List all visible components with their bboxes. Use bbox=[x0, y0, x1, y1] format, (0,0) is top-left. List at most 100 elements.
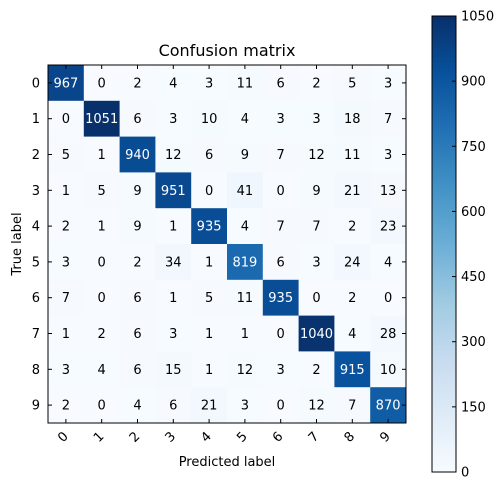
matrix-cell bbox=[191, 172, 228, 209]
cell-value-label: 0 bbox=[384, 291, 392, 306]
cell-value-label: 0 bbox=[277, 327, 285, 342]
cell-value-label: 3 bbox=[169, 112, 177, 127]
cell-value-label: 3 bbox=[312, 112, 320, 127]
cell-value-label: 4 bbox=[241, 220, 249, 235]
y-tick-label: 2 bbox=[32, 148, 40, 163]
cell-value-label: 5 bbox=[62, 148, 70, 163]
matrix-cell bbox=[262, 387, 300, 424]
matrix-cell bbox=[298, 208, 335, 245]
matrix-cell bbox=[83, 100, 121, 138]
matrix-cell bbox=[227, 172, 264, 209]
matrix-cell bbox=[119, 172, 156, 209]
cell-value-label: 21 bbox=[344, 184, 361, 199]
cell-value-label: 915 bbox=[340, 363, 365, 378]
cell-value-label: 870 bbox=[376, 399, 401, 414]
matrix-cell bbox=[119, 315, 156, 352]
x-axis-label: Predicted label bbox=[179, 455, 276, 470]
matrix-cell bbox=[83, 387, 121, 424]
matrix-cell bbox=[370, 65, 407, 102]
chart-title: Confusion matrix bbox=[159, 41, 296, 60]
y-tick-label: 4 bbox=[32, 220, 40, 235]
matrix-cell bbox=[262, 279, 300, 317]
cell-value-label: 12 bbox=[165, 148, 182, 163]
cell-value-label: 1 bbox=[98, 220, 106, 235]
matrix-cell bbox=[48, 244, 85, 281]
cell-value-label: 0 bbox=[205, 184, 213, 199]
cell-value-label: 1 bbox=[205, 363, 213, 378]
cell-value-label: 4 bbox=[241, 112, 249, 127]
cell-value-label: 6 bbox=[133, 291, 141, 306]
matrix-cell bbox=[262, 244, 300, 281]
matrix-cell bbox=[262, 208, 300, 245]
cell-value-label: 4 bbox=[133, 399, 141, 414]
matrix-cell bbox=[334, 65, 371, 102]
cell-value-label: 12 bbox=[308, 399, 325, 414]
matrix-cell bbox=[155, 136, 192, 173]
cell-value-label: 3 bbox=[312, 255, 320, 270]
y-tick-label: 8 bbox=[32, 363, 40, 378]
matrix-cell bbox=[227, 208, 264, 245]
matrix-cell bbox=[370, 387, 407, 424]
cell-value-label: 1 bbox=[62, 184, 70, 199]
matrix-cell bbox=[334, 100, 371, 138]
plot-frame bbox=[47, 64, 407, 424]
cell-value-label: 2 bbox=[62, 220, 70, 235]
cell-value-label: 1051 bbox=[85, 112, 118, 127]
cell-value-label: 9 bbox=[133, 220, 141, 235]
matrix-cell bbox=[48, 65, 85, 102]
matrix-cell bbox=[370, 100, 407, 138]
cell-value-label: 935 bbox=[268, 291, 293, 306]
cell-value-label: 967 bbox=[53, 76, 78, 91]
matrix-cell bbox=[227, 136, 264, 173]
cell-value-label: 1 bbox=[205, 327, 213, 342]
cell-value-label: 3 bbox=[277, 363, 285, 378]
cell-value-label: 34 bbox=[165, 255, 182, 270]
y-tick-label: 1 bbox=[32, 112, 40, 127]
matrix-cell bbox=[227, 315, 264, 352]
matrix-cell bbox=[83, 279, 121, 317]
matrix-cell bbox=[191, 100, 228, 138]
matrix-cell bbox=[191, 279, 228, 317]
matrix-cell bbox=[191, 315, 228, 352]
cell-value-label: 0 bbox=[98, 291, 106, 306]
matrix-cell bbox=[83, 351, 121, 388]
cell-value-label: 1 bbox=[62, 327, 70, 342]
cell-value-label: 15 bbox=[165, 363, 182, 378]
cell-value-label: 6 bbox=[277, 76, 285, 91]
matrix-cell bbox=[191, 244, 228, 281]
colorbar: 0 150 300 450 600 750 900 1050 bbox=[431, 10, 494, 481]
matrix-cell bbox=[298, 65, 335, 102]
matrix-cell bbox=[227, 100, 264, 138]
y-tick-label: 6 bbox=[32, 291, 40, 306]
matrix-cell bbox=[155, 315, 192, 352]
matrix-cell bbox=[298, 387, 335, 424]
cell-value-label: 2 bbox=[348, 220, 356, 235]
cell-value-label: 6 bbox=[169, 399, 177, 414]
matrix-cell bbox=[370, 315, 407, 352]
matrix-cell-labels: 967 0 2 4 3 11 6 2 5 30 1051 6 3 10 4 3 3 18 75 1 940 12 6 9 7 12… bbox=[53, 76, 400, 413]
y-tick-label: 9 bbox=[32, 399, 40, 414]
matrix-cell bbox=[191, 351, 228, 388]
colorbar-tick-label: 300 bbox=[461, 335, 486, 350]
matrix-cell bbox=[119, 244, 156, 281]
matrix-cell bbox=[191, 65, 228, 102]
colorbar-tick-label: 900 bbox=[461, 75, 486, 90]
matrix-cell bbox=[334, 315, 371, 352]
cell-value-label: 935 bbox=[197, 220, 222, 235]
matrix-cell bbox=[227, 65, 264, 102]
matrix-cell bbox=[262, 136, 300, 173]
cell-value-label: 3 bbox=[384, 76, 392, 91]
cell-value-label: 11 bbox=[237, 76, 254, 91]
y-tick-label: 3 bbox=[32, 184, 40, 199]
matrix-cell bbox=[191, 208, 228, 245]
cell-value-label: 9 bbox=[133, 184, 141, 199]
x-tick-label: 5 bbox=[234, 429, 250, 445]
matrix-cell bbox=[48, 100, 85, 138]
matrix-cell bbox=[119, 208, 156, 245]
matrix-cell bbox=[155, 387, 192, 424]
cell-value-label: 5 bbox=[98, 184, 106, 199]
cell-value-label: 3 bbox=[205, 76, 213, 91]
matrix-cell bbox=[334, 172, 371, 209]
cell-value-label: 1 bbox=[169, 291, 177, 306]
cell-value-label: 3 bbox=[241, 399, 249, 414]
